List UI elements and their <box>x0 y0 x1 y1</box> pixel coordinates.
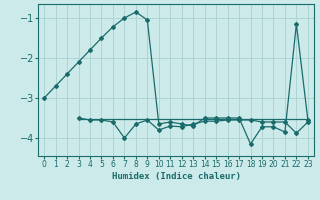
X-axis label: Humidex (Indice chaleur): Humidex (Indice chaleur) <box>111 172 241 181</box>
